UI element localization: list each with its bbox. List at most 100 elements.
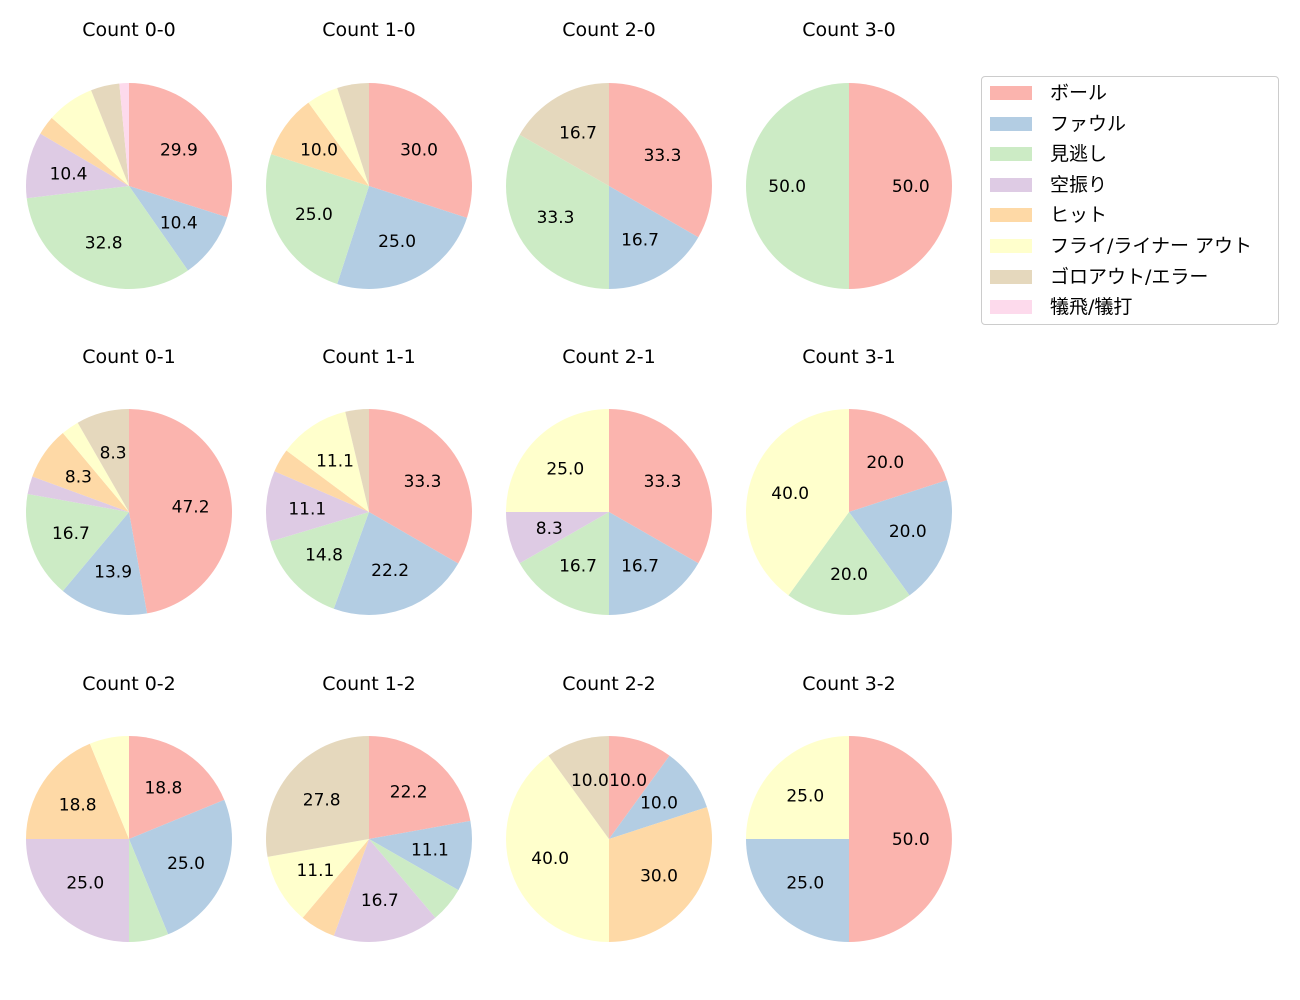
- pie-title: Count 1-2: [322, 673, 416, 695]
- pie-slice: [369, 736, 471, 839]
- pie-slice: [609, 512, 699, 615]
- pie-count-1-1: Count 1-1 33.3 22.2 14.8 11.1 11.1: [265, 346, 472, 616]
- pie-slice: [91, 83, 129, 186]
- pie-slice: [506, 512, 609, 564]
- pie-slice: [25, 493, 130, 591]
- slice-value-label: 25.0: [66, 874, 104, 894]
- pie-slice: [27, 476, 130, 512]
- pie-slice: [849, 83, 952, 289]
- pie-slice: [333, 839, 436, 942]
- pie-slice: [25, 133, 129, 199]
- pie-title: Count 2-2: [562, 673, 656, 695]
- legend-label: 犠飛/犠打: [1050, 296, 1133, 319]
- pie-slice: [333, 512, 459, 616]
- slice-value-label: 25.0: [167, 854, 205, 874]
- slice-value-label: 10.0: [640, 794, 678, 814]
- legend-item: ボール: [982, 81, 1278, 105]
- legend-label: ゴロアウト/エラー: [1050, 265, 1209, 288]
- legend-item: 見逃し: [982, 142, 1278, 166]
- slice-value-label: 50.0: [892, 830, 930, 850]
- slice-value-label: 18.8: [59, 796, 97, 816]
- legend-swatch: [990, 239, 1032, 253]
- slice-value-label: 13.9: [94, 563, 132, 583]
- pie-count-0-2: Count 0-2 18.8 25.0 25.0 18.8: [26, 673, 232, 942]
- slice-value-label: 22.2: [371, 561, 409, 581]
- slice-value-label: 40.0: [771, 484, 809, 504]
- legend-item: ヒット: [982, 203, 1278, 227]
- pie-slice: [369, 409, 472, 564]
- slice-value-label: 25.0: [546, 459, 584, 479]
- slice-value-label: 25.0: [295, 205, 333, 225]
- pie-slice: [26, 186, 188, 290]
- pie-slice: [548, 736, 609, 839]
- pie-count-1-0: Count 1-0 30.0 25.0 25.0 10.0: [265, 19, 473, 290]
- pie-slice: [746, 839, 849, 942]
- pie-title: Count 0-1: [82, 346, 176, 368]
- slice-value-label: 8.3: [65, 468, 92, 488]
- pie-title: Count 1-0: [322, 19, 416, 41]
- slice-value-label: 32.8: [85, 233, 123, 253]
- legend-item: フライ/ライナー アウト: [982, 234, 1278, 258]
- pie-count-3-0: Count 3-0 50.0 50.0: [746, 19, 952, 289]
- legend: ボール ファウル 見逃し 空振り ヒット フライ/ライナー アウト ゴロアウト/エラー 犠飛/…: [981, 76, 1279, 325]
- slice-value-label: 11.1: [316, 451, 354, 471]
- pie-slice: [746, 409, 849, 596]
- pie-slice: [129, 736, 225, 839]
- pie-slice: [265, 154, 369, 284]
- pie-slice: [519, 83, 609, 186]
- pie-slice: [849, 409, 947, 512]
- slice-value-label: 10.0: [609, 771, 647, 791]
- pie-slice: [746, 736, 849, 839]
- pie-slice: [506, 409, 609, 512]
- pie-slice: [270, 512, 369, 609]
- pie-slice: [337, 83, 369, 186]
- slice-value-label: 16.7: [52, 524, 90, 544]
- legend-item: 空振り: [982, 173, 1278, 197]
- slice-value-label: 16.7: [559, 124, 597, 144]
- pie-slice: [609, 736, 670, 839]
- pie-slice: [345, 409, 369, 512]
- slice-value-label: 10.4: [160, 214, 198, 234]
- pie-slice: [746, 83, 849, 289]
- pie-title: Count 3-0: [802, 19, 896, 41]
- slice-value-label: 8.3: [536, 519, 563, 539]
- slice-value-label: 30.0: [640, 866, 678, 886]
- slice-value-label: 33.3: [404, 472, 442, 492]
- legend-item: 犠飛/犠打: [982, 295, 1278, 319]
- pie-slice: [609, 807, 713, 942]
- legend-swatch: [990, 300, 1032, 315]
- pie-slice: [506, 755, 609, 942]
- pie-slice: [337, 186, 467, 290]
- pie-slice: [369, 83, 473, 218]
- legend-item: ゴロアウト/エラー: [982, 265, 1278, 289]
- pie-slice: [609, 83, 712, 238]
- pie-slice: [267, 839, 369, 918]
- pie-slice: [129, 839, 169, 942]
- pie-slice: [129, 83, 233, 218]
- slice-value-label: 16.7: [621, 231, 659, 251]
- slice-value-label: 40.0: [531, 849, 569, 869]
- slice-value-label: 10.0: [571, 771, 609, 791]
- slice-value-label: 33.3: [644, 472, 682, 492]
- pie-slice: [271, 102, 369, 186]
- slice-value-label: 10.4: [50, 164, 88, 184]
- slice-value-label: 20.0: [866, 453, 904, 473]
- legend-swatch: [990, 86, 1032, 100]
- pie-slice: [62, 422, 129, 512]
- pie-slice: [266, 736, 369, 857]
- pie-slice: [369, 839, 459, 918]
- slice-value-label: 18.8: [144, 779, 182, 799]
- pie-slice: [609, 409, 712, 564]
- legend-label: フライ/ライナー アウト: [1050, 235, 1253, 257]
- pie-slice: [40, 117, 130, 186]
- pie-title: Count 3-2: [802, 673, 896, 695]
- legend-label: ヒット: [1050, 204, 1108, 227]
- slice-value-label: 33.3: [644, 146, 682, 166]
- legend-label: 見逃し: [1050, 143, 1108, 166]
- pie-count-0-1: Count 0-1 47.2 13.916.7 8.3 8.3: [25, 346, 233, 616]
- pie-slice: [129, 409, 233, 614]
- slice-value-label: 22.2: [390, 783, 428, 803]
- legend-label: ボール: [1050, 82, 1108, 104]
- pie-slice: [77, 409, 129, 512]
